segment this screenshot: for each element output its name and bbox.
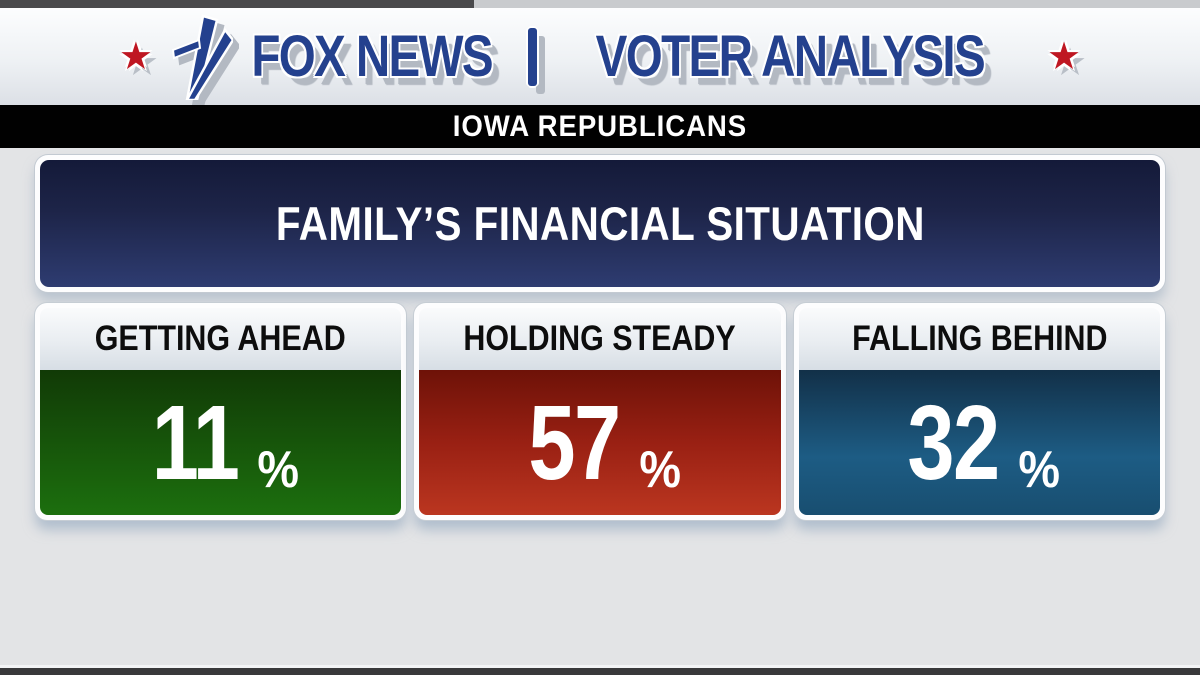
- top-strip-light-segment: [474, 0, 1200, 8]
- results-row: GETTING AHEAD 11 % HOLDING STEADY 57 % F…: [35, 303, 1165, 520]
- result-value-number: 11: [151, 383, 239, 502]
- result-label-text: HOLDING STEADY: [463, 319, 737, 358]
- star-icon-left: ★: [118, 35, 153, 78]
- subject-banner: IOWA REPUBLICANS: [0, 105, 1200, 148]
- bottom-highlight-line: [0, 665, 1200, 668]
- result-value-unit: %: [1018, 440, 1061, 499]
- question-title-inner: FAMILY’S FINANCIAL SITUATION: [40, 160, 1160, 287]
- result-label-text: FALLING BEHIND: [851, 319, 1108, 358]
- result-label-panel: FALLING BEHIND: [798, 308, 1160, 370]
- result-value-panel-red: 57 %: [419, 370, 781, 515]
- fox-searchlights-icon: [171, 13, 233, 100]
- result-card-falling-behind: FALLING BEHIND 32 %: [793, 303, 1165, 520]
- star-icon-right: ★: [1047, 35, 1082, 78]
- question-title-text: FAMILY’S FINANCIAL SITUATION: [275, 197, 925, 250]
- result-value-number: 57: [528, 383, 621, 502]
- result-label-panel: GETTING AHEAD: [40, 308, 402, 370]
- result-label-text: GETTING AHEAD: [95, 319, 347, 358]
- subject-banner-label: IOWA REPUBLICANS: [452, 109, 748, 143]
- result-value-unit: %: [256, 440, 299, 499]
- program-wordmark: VOTER ANALYSIS: [595, 23, 986, 89]
- question-title-bar: FAMILY’S FINANCIAL SITUATION: [35, 155, 1165, 292]
- result-value-number: 32: [907, 383, 1001, 502]
- top-edge-strip: [0, 0, 1200, 8]
- brand-wordmark: FOX NEWS: [251, 23, 493, 89]
- header-band: ★ FOX NEWS VOTER ANALYSIS ★: [0, 8, 1200, 106]
- result-value-panel-green: 11 %: [40, 370, 402, 515]
- result-card-getting-ahead: GETTING AHEAD 11 %: [35, 303, 407, 520]
- top-strip-dark-segment: [0, 0, 474, 8]
- result-value-panel-blue: 32 %: [798, 370, 1160, 515]
- bottom-edge-strip: [0, 668, 1200, 675]
- result-value-unit: %: [639, 440, 681, 499]
- wordmark-divider: [528, 27, 538, 86]
- result-label-panel: HOLDING STEADY: [419, 308, 781, 370]
- result-card-holding-steady: HOLDING STEADY 57 %: [414, 303, 786, 520]
- logo-row: ★ FOX NEWS VOTER ANALYSIS ★: [118, 13, 1082, 100]
